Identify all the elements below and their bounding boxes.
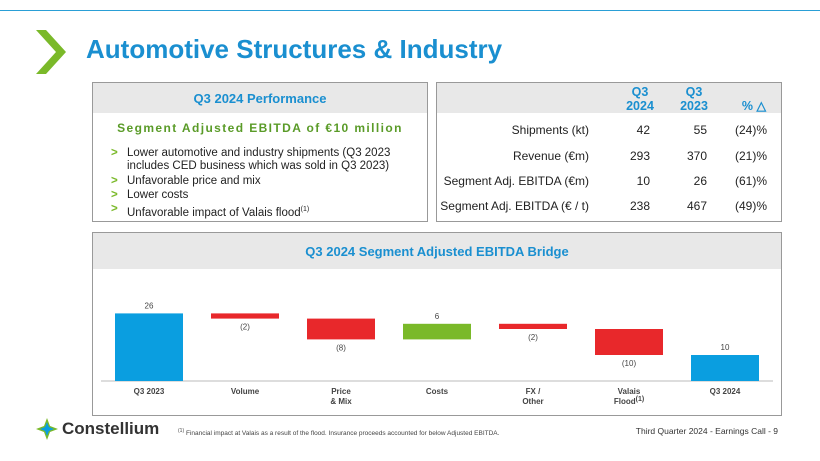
category-label: Other xyxy=(522,397,543,406)
footnote-marker: (1) xyxy=(300,206,310,213)
kpi-table-header: Q3 2024 Q3 2023 % △ xyxy=(437,83,781,113)
category-label: Q3 2023 xyxy=(134,387,165,396)
logo-text: Constellium xyxy=(62,419,160,438)
col-header-q3-2024: Q3 2024 xyxy=(626,85,654,113)
data-label: (10) xyxy=(622,359,637,368)
data-label: 6 xyxy=(435,312,440,321)
category-label: FX / xyxy=(526,387,541,396)
performance-bullets: > Lower automotive and industry shipments… xyxy=(111,147,427,220)
row-label: Segment Adj. EBITDA (€m) xyxy=(443,174,589,188)
bullet-item: > Unfavorable price and mix xyxy=(111,175,261,187)
bullet-item: > Lower automotive and industry shipments… xyxy=(111,147,391,172)
category-label: Costs xyxy=(426,387,449,396)
performance-subtitle: Segment Adjusted EBITDA of €10 million xyxy=(117,121,403,135)
cell-pct-change: (21)% xyxy=(734,149,767,163)
cell-q3-2024: 10 xyxy=(636,174,650,188)
bullet-item: > Unfavorable impact of Valais flood(1) xyxy=(111,203,310,219)
bar-costs xyxy=(403,323,471,340)
data-label: 26 xyxy=(145,301,154,310)
category-label: Flood(1) xyxy=(614,396,644,406)
kpi-table: Q3 2024 Q3 2023 % △ Shipments (kt) 42 55 (… xyxy=(436,82,782,222)
row-label: Shipments (kt) xyxy=(511,123,589,137)
ebitda-bridge-panel: Q3 2024 Segment Adjusted EBITDA Bridge 2… xyxy=(92,232,782,416)
chevron-bullet-icon: > xyxy=(111,203,118,215)
table-row: Revenue (€m) 293 370 (21)% xyxy=(437,143,783,169)
page-info: Third Quarter 2024 - Earnings Call - 9 xyxy=(635,426,778,436)
category-label: Q3 2024 xyxy=(710,387,741,396)
page-title: Automotive Structures & Industry xyxy=(86,34,503,64)
cell-q3-2023: 55 xyxy=(693,123,707,137)
bullet-item: > Lower costs xyxy=(111,189,189,201)
chevron-bullet-icon: > xyxy=(111,189,118,201)
cell-q3-2024: 42 xyxy=(636,123,650,137)
data-label: 10 xyxy=(721,343,730,352)
data-label: (2) xyxy=(528,333,538,342)
top-rule xyxy=(0,10,820,11)
cell-pct-change: (49)% xyxy=(734,199,767,213)
bar-volume xyxy=(211,313,279,319)
data-label: (2) xyxy=(240,323,250,332)
performance-panel: Q3 2024 Performance Segment Adjusted EBI… xyxy=(92,82,428,222)
table-row: Shipments (kt) 42 55 (24)% xyxy=(437,117,783,143)
performance-header: Q3 2024 Performance xyxy=(93,83,427,113)
cell-q3-2024: 238 xyxy=(629,199,650,213)
constellium-star-icon xyxy=(36,418,58,440)
cell-q3-2023: 370 xyxy=(686,149,707,163)
category-label: Valais xyxy=(618,387,641,396)
category-label: Price xyxy=(331,387,351,396)
category-label: Volume xyxy=(231,387,260,396)
col-header-q3-2023: Q3 2023 xyxy=(680,85,708,113)
waterfall-chart: 26 Q3 2023 (2) Volume (8) Price& Mix 6 Costs (2)… xyxy=(101,301,773,406)
chevron-bullet-icon: > xyxy=(111,175,118,187)
col-header-pct-change: % △ xyxy=(741,99,767,113)
bridge-title: Q3 2024 Segment Adjusted EBITDA Bridge xyxy=(93,233,781,269)
data-label: (8) xyxy=(336,343,346,352)
row-label: Segment Adj. EBITDA (€ / t) xyxy=(440,199,589,213)
bar-q3-2024 xyxy=(691,355,759,381)
cell-q3-2023: 467 xyxy=(686,199,707,213)
cell-pct-change: (61)% xyxy=(734,174,767,188)
category-label: & Mix xyxy=(330,397,352,406)
bar-valais-flood xyxy=(595,329,663,355)
chevron-bullet-icon: > xyxy=(111,147,118,159)
bar-q3-2023 xyxy=(115,313,183,381)
table-row: Segment Adj. EBITDA (€m) 10 26 (61)% xyxy=(437,168,783,194)
cell-q3-2023: 26 xyxy=(693,174,707,188)
table-row: Segment Adj. EBITDA (€ / t) 238 467 (49)… xyxy=(437,193,783,219)
row-label: Revenue (€m) xyxy=(512,149,589,163)
chevron-logo-icon xyxy=(36,30,66,74)
cell-q3-2024: 293 xyxy=(629,149,650,163)
bar-price-mix xyxy=(307,318,375,340)
bar-fx-other xyxy=(499,323,567,329)
footnote: (1) Financial impact at Valais as a resu… xyxy=(178,428,500,438)
cell-pct-change: (24)% xyxy=(734,123,767,137)
constellium-logo: Constellium xyxy=(36,418,159,440)
